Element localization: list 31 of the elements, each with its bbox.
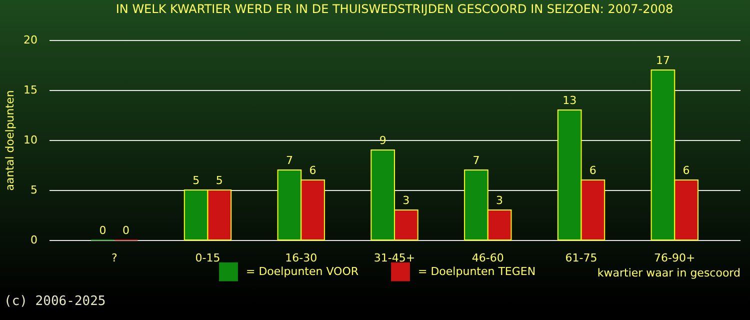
x-tick-label: 31-45+ [374,252,416,264]
y-tick-label: 5 [30,184,38,196]
data-label: 0 [122,224,130,237]
x-tick-label: 46-60 [472,252,504,264]
legend-label: = Doelpunten VOOR [246,264,359,278]
data-label: 3 [402,194,410,207]
y-axis-title: aantal doelpunten [4,90,17,191]
data-label: 6 [309,164,316,177]
data-label: 5 [216,174,223,187]
y-tick-label: 20 [24,34,38,46]
data-label: 0 [99,224,106,237]
chart-title: IN WELK KWARTIER WERD ER IN DE THUISWEDSTRIJDEN GESCOORD IN SEIZOEN: 2007-2008 [116,2,674,16]
data-label: 7 [286,154,293,167]
y-tick-label: 0 [30,234,38,246]
x-tick-label: ? [111,252,118,264]
data-label: 3 [496,194,504,207]
data-label: 17 [656,54,670,67]
x-tick-label: 76-90+ [654,252,696,264]
y-tick-label: 10 [24,134,38,146]
data-label: 6 [589,164,596,177]
y-tick-label: 15 [24,84,38,96]
data-label: 5 [192,174,200,187]
x-tick-label: 0-15 [195,252,220,264]
x-axis-title: kwartier waar in gescoord [597,266,740,280]
data-label: 13 [562,94,577,107]
x-tick-label: 61-75 [565,252,598,264]
x-tick-label: 16-30 [285,252,318,264]
legend-label: = Doelpunten TEGEN [418,264,536,278]
data-label: 7 [472,154,480,167]
data-label: 6 [682,164,690,177]
text: (c) 2006-2025 [4,294,106,309]
